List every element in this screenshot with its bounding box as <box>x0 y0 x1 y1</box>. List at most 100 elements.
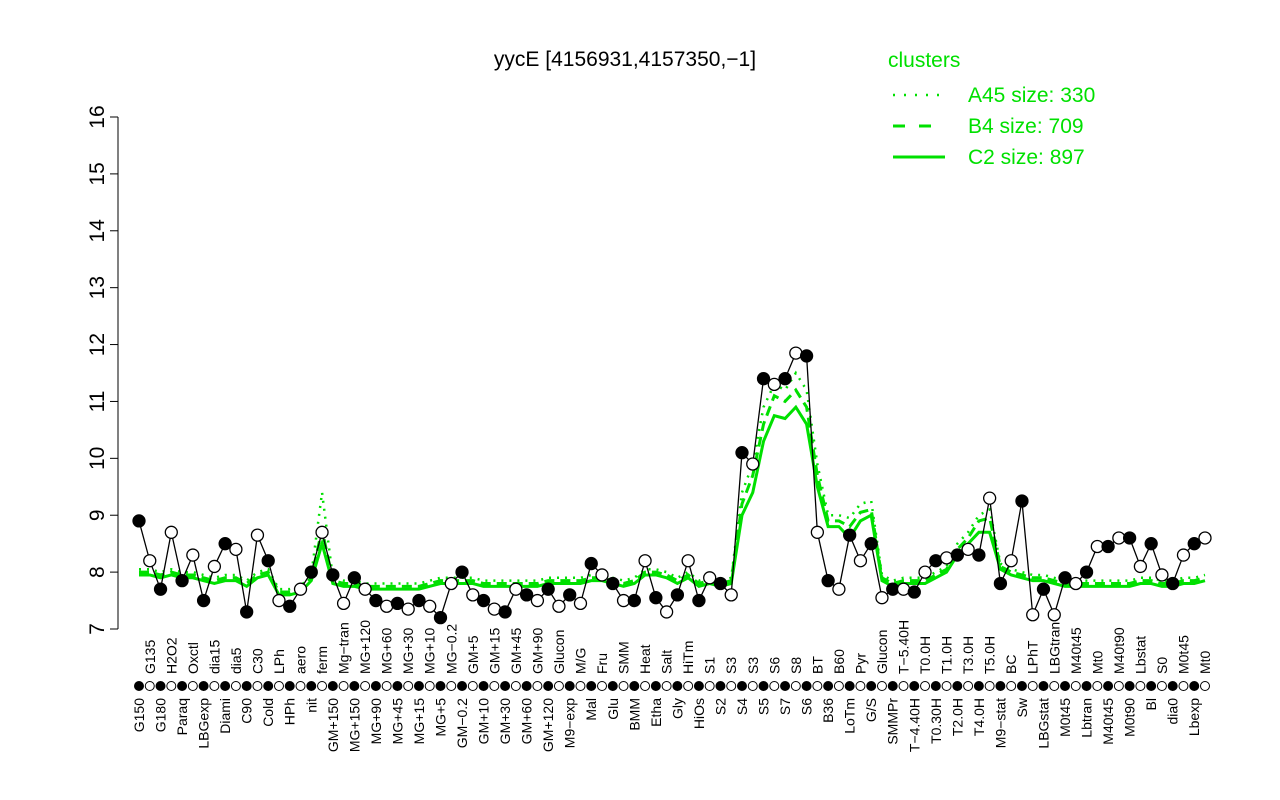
y-tick-label: 11 <box>86 391 109 413</box>
data-point <box>433 610 448 625</box>
x-tick-label: B36 <box>820 698 836 723</box>
category-marker <box>607 681 618 691</box>
category-marker <box>413 681 424 691</box>
category-marker <box>704 681 715 691</box>
x-tick-label: Lbtran <box>1079 698 1095 738</box>
x-tick-label: G/S <box>863 698 879 722</box>
x-tick-label: Mt0 <box>1089 650 1105 674</box>
category-marker <box>532 681 543 691</box>
category-marker <box>360 681 371 691</box>
data-point <box>896 582 911 596</box>
x-tick-label: Cold <box>260 698 276 727</box>
data-point <box>1079 565 1094 579</box>
data-point <box>649 591 663 605</box>
category-marker <box>381 681 392 691</box>
category-marker <box>392 681 403 691</box>
x-tick-label: HPh <box>282 698 298 725</box>
x-tick-label: S5 <box>756 698 772 715</box>
data-point <box>1122 531 1137 545</box>
x-tick-label: S7 <box>777 698 793 715</box>
category-marker <box>790 681 801 691</box>
data-point <box>627 593 641 608</box>
category-marker <box>1167 681 1178 691</box>
x-tick-label: MG+150 <box>346 698 362 752</box>
data-point <box>1144 537 1158 551</box>
data-point <box>390 596 405 611</box>
data-point <box>423 599 437 613</box>
data-point <box>972 548 986 562</box>
x-tick-label: M40t45 <box>1068 627 1084 674</box>
category-marker <box>424 681 435 691</box>
category-marker <box>758 681 769 691</box>
data-point <box>552 599 566 613</box>
x-tick-label: GM+10 <box>476 698 492 745</box>
category-marker <box>273 681 284 691</box>
x-axis-labels: G150 G135 G180 H2O2 Paraq Oxctl LBGexp dia15 Dia… <box>131 620 1213 752</box>
data-point <box>810 525 825 539</box>
x-tick-label: Gly <box>669 698 685 719</box>
category-marker <box>1049 681 1060 691</box>
data-point <box>1004 554 1018 568</box>
data-point <box>304 565 318 579</box>
category-marker <box>1006 681 1017 691</box>
data-point <box>509 582 523 596</box>
category-marker <box>478 681 489 691</box>
data-point <box>476 593 491 608</box>
x-tick-label: S6 <box>799 698 815 715</box>
category-marker <box>597 681 608 691</box>
data-point <box>681 554 695 568</box>
data-point <box>326 568 340 582</box>
data-point <box>196 593 211 608</box>
data-point <box>853 554 868 568</box>
data-point <box>530 593 545 608</box>
x-tick-label: Oxctl <box>185 642 201 674</box>
category-marker <box>844 681 855 691</box>
y-tick-label: 13 <box>86 276 109 299</box>
data-point <box>950 548 964 562</box>
cluster-line-a45 <box>139 370 1206 591</box>
data-point <box>864 537 878 551</box>
data-point <box>573 596 588 611</box>
category-marker <box>650 681 661 691</box>
x-tick-label: Sw <box>1014 697 1030 717</box>
category-marker <box>338 681 349 691</box>
category-marker <box>1081 681 1092 691</box>
category-marker <box>177 681 188 691</box>
x-tick-label: S6 <box>766 657 782 674</box>
data-point <box>659 605 674 619</box>
category-marker <box>155 681 166 691</box>
data-point <box>1058 571 1072 585</box>
x-tick-label: M9−stat <box>992 698 1008 748</box>
category-marker <box>640 681 651 691</box>
x-tick-label: LBGtran <box>1046 622 1062 674</box>
x-tick-label: MG−0.2 <box>443 624 459 674</box>
x-tick-label: GM+150 <box>325 698 341 752</box>
x-tick-label: MG+5 <box>432 698 448 737</box>
x-tick-label: T4.0H <box>971 698 987 736</box>
data-point <box>982 491 997 505</box>
data-point <box>455 565 469 579</box>
x-tick-label: HiTm <box>680 641 696 674</box>
category-marker <box>952 681 963 691</box>
x-tick-label: GM+60 <box>519 698 535 745</box>
data-point <box>875 591 889 605</box>
category-marker <box>446 681 457 691</box>
data-point <box>541 582 555 596</box>
data-point <box>735 445 749 460</box>
legend-title: clusters <box>888 49 960 72</box>
category-marker <box>909 681 920 691</box>
data-point <box>918 565 932 579</box>
category-marker <box>489 681 500 691</box>
data-point <box>283 599 297 613</box>
category-marker <box>1124 681 1135 691</box>
x-tick-label: Mal <box>583 698 599 721</box>
category-marker <box>166 681 177 691</box>
x-tick-label: S1 <box>702 657 718 674</box>
category-marker <box>144 681 155 691</box>
category-marker <box>543 681 554 691</box>
category-marker <box>693 681 704 691</box>
category-marker <box>1092 681 1103 691</box>
x-tick-label: SMMPr <box>885 698 901 745</box>
x-tick-label: T0.30H <box>928 698 944 744</box>
x-tick-label: MG+60 <box>379 627 395 674</box>
